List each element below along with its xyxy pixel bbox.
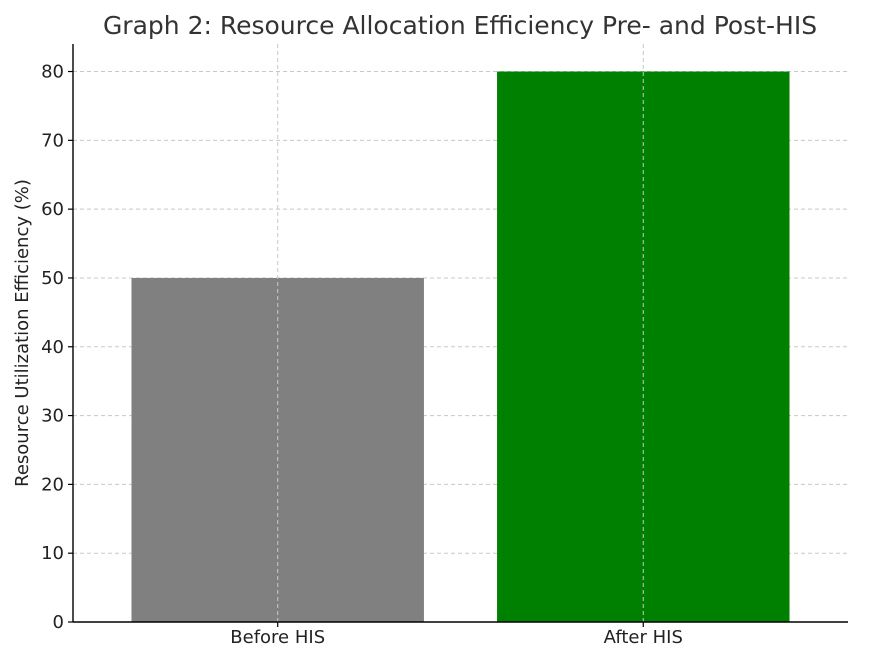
y-tick-label: 70	[41, 130, 64, 151]
chart-title: Graph 2: Resource Allocation Efficiency …	[103, 11, 817, 40]
y-tick-label: 30	[41, 406, 64, 427]
x-tick-label: Before HIS	[230, 627, 325, 648]
y-tick-label: 20	[41, 474, 64, 495]
y-tick-label: 60	[41, 199, 64, 220]
y-tick-label: 50	[41, 268, 64, 289]
x-tick-label: After HIS	[604, 627, 683, 648]
y-axis-label: Resource Utilization Efficiency (%)	[12, 179, 33, 487]
x-ticks: Before HIS After HIS	[230, 622, 683, 648]
y-tick-label: 0	[53, 612, 64, 633]
y-tick-label: 10	[41, 543, 64, 564]
y-ticks: 0 10 20 30 40 50 60 70 80	[41, 62, 73, 633]
y-tick-label: 80	[41, 62, 64, 83]
vertical-grid-lines	[277, 44, 644, 622]
y-tick-label: 40	[41, 337, 64, 358]
